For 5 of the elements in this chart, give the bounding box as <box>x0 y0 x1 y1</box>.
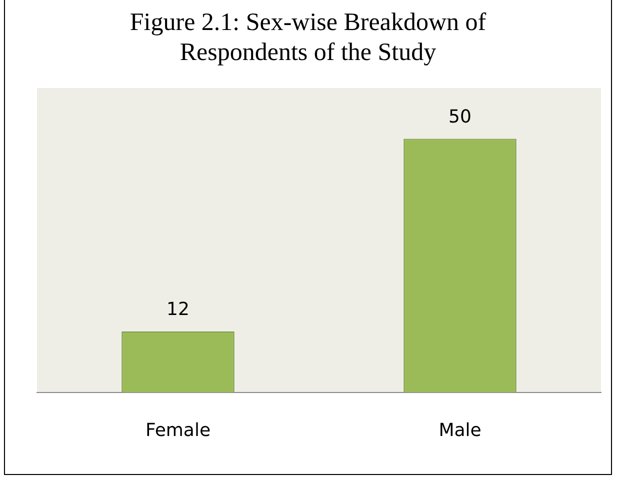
data-label: 12 <box>166 299 190 320</box>
x-tick-label: Male <box>438 420 482 441</box>
x-tick-label: Female <box>145 420 211 441</box>
data-label: 50 <box>448 106 472 128</box>
chart-title: Figure 2.1: Sex-wise Breakdown of Respondents of the Study <box>128 8 488 68</box>
